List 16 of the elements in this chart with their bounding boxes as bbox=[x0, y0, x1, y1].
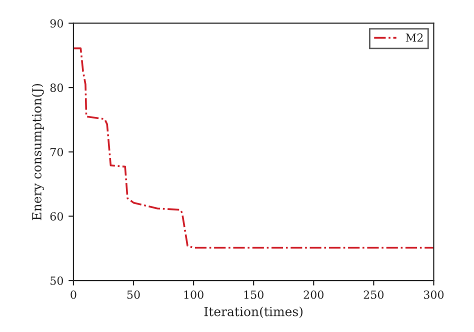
y-tick-label: 70 bbox=[50, 148, 64, 156]
x-tick-label: 300 bbox=[424, 290, 444, 299]
x-tick-label: 200 bbox=[304, 290, 324, 299]
x-tick-label: 50 bbox=[127, 290, 140, 299]
x-tick-label: 0 bbox=[70, 290, 76, 299]
legend-label: M2 bbox=[406, 33, 423, 42]
y-tick-label: 90 bbox=[50, 19, 64, 28]
x-tick-label: 100 bbox=[184, 290, 204, 299]
y-tick-label: 60 bbox=[50, 212, 64, 221]
x-axis-title: Iteration(times) bbox=[204, 306, 303, 318]
y-tick-label: 50 bbox=[50, 276, 64, 285]
y-axis-title: Enery consumption(J) bbox=[32, 84, 44, 220]
x-tick-label: 150 bbox=[244, 290, 264, 299]
x-tick-label: 250 bbox=[364, 290, 384, 299]
y-tick-label: 80 bbox=[50, 84, 64, 92]
line-series bbox=[73, 47, 434, 249]
